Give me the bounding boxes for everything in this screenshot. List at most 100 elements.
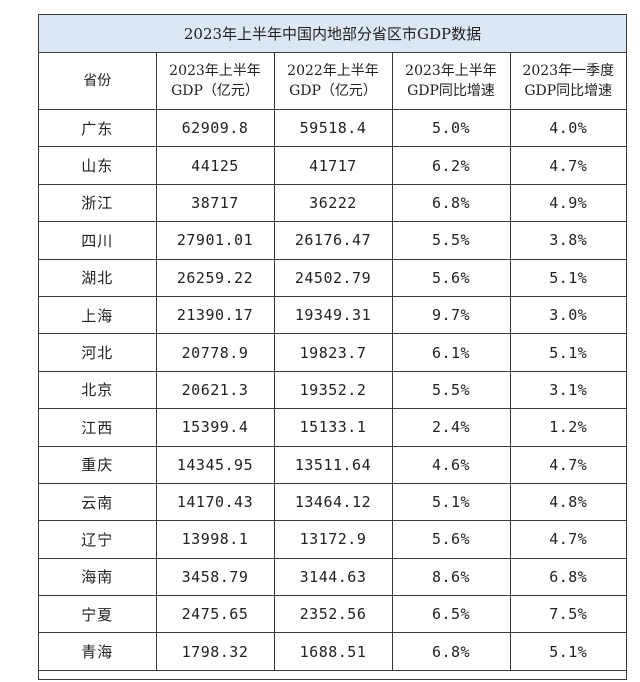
gdp-2022h1-cell: 13172.9 xyxy=(273,520,393,559)
growth-2023h1-cell: 5.0% xyxy=(391,108,511,148)
gdp-2022h1-cell: 3144.63 xyxy=(273,557,393,597)
province-cell: 宁夏 xyxy=(39,595,157,634)
growth-2023h1-cell: 5.6% xyxy=(391,520,511,559)
header-line: GDP（亿元） xyxy=(171,83,259,99)
header-gdp-2022h1: 2022年上半年 GDP（亿元） xyxy=(273,52,393,110)
header-growth-2023q1: 2023年一季度 GDP同比增速 xyxy=(509,52,626,110)
growth-2023h1-cell: 6.8% xyxy=(391,183,511,223)
header-province: 省份 xyxy=(39,52,157,110)
gdp-2022h1-cell: 1688.51 xyxy=(273,632,393,671)
gdp-2022h1-cell: 13464.12 xyxy=(273,482,393,522)
table-row: 云南 14170.43 13464.12 5.1% 4.8% xyxy=(39,482,626,522)
gdp-2023h1-cell: 44125 xyxy=(155,146,275,185)
growth-2023q1-cell: 4.8% xyxy=(509,482,626,522)
growth-2023q1-cell: 3.8% xyxy=(509,221,626,260)
header-line: GDP同比增速 xyxy=(524,83,613,99)
province-cell: 青海 xyxy=(39,632,157,671)
growth-2023q1-cell: 4.7% xyxy=(509,520,626,559)
table-row: 山东 44125 41717 6.2% 4.7% xyxy=(39,146,626,185)
growth-2023h1-cell: 5.5% xyxy=(391,221,511,260)
gdp-2022h1-cell: 15133.1 xyxy=(273,408,393,447)
gdp-2023h1-cell: 38717 xyxy=(155,183,275,223)
gdp-2022h1-cell: 36222 xyxy=(273,183,393,223)
province-cell: 山东 xyxy=(39,146,157,185)
growth-2023q1-cell: 4.7% xyxy=(509,146,626,185)
gdp-2023h1-cell: 3458.79 xyxy=(155,557,275,597)
growth-2023h1-cell: 8.6% xyxy=(391,557,511,597)
header-gdp-2023h1: 2023年上半年 GDP（亿元） xyxy=(155,52,275,110)
growth-2023h1-cell: 6.5% xyxy=(391,595,511,634)
growth-2023h1-cell: 6.2% xyxy=(391,146,511,185)
growth-2023q1-cell: 3.0% xyxy=(509,295,626,335)
growth-2023h1-cell: 4.6% xyxy=(391,445,511,484)
table-header-row: 省份 2023年上半年 GDP（亿元） 2022年上半年 GDP（亿元） 2023年上半年… xyxy=(39,52,626,110)
header-line: 2023年一季度 xyxy=(522,63,615,79)
table-row: 湖北 26259.22 24502.79 5.6% 5.1% xyxy=(39,258,626,297)
gdp-2023h1-cell: 14170.43 xyxy=(155,482,275,522)
table-row: 河北 20778.9 19823.7 6.1% 5.1% xyxy=(39,333,626,372)
header-line: 2023年上半年 xyxy=(169,63,261,79)
table-row: 北京 20621.3 19352.2 5.5% 3.1% xyxy=(39,370,626,410)
header-line: GDP同比增速 xyxy=(407,83,495,99)
growth-2023h1-cell: 6.8% xyxy=(391,632,511,671)
gdp-2023h1-cell: 20778.9 xyxy=(155,333,275,372)
growth-2023h1-cell: 5.6% xyxy=(391,258,511,297)
gdp-2022h1-cell: 24502.79 xyxy=(273,258,393,297)
table-title-row: 2023年上半年中国内地部分省区市GDP数据 xyxy=(39,15,626,53)
province-cell: 海南 xyxy=(39,557,157,597)
gdp-2023h1-cell: 14345.95 xyxy=(155,445,275,484)
growth-2023q1-cell: 7.5% xyxy=(509,595,626,634)
gdp-2022h1-cell: 19352.2 xyxy=(273,370,393,410)
growth-2023h1-cell: 6.1% xyxy=(391,333,511,372)
gdp-2022h1-cell: 59518.4 xyxy=(273,108,393,148)
header-growth-2023h1: 2023年上半年 GDP同比增速 xyxy=(391,52,511,110)
table-row: 重庆 14345.95 13511.64 4.6% 4.7% xyxy=(39,445,626,484)
growth-2023q1-cell: 5.1% xyxy=(509,258,626,297)
growth-2023h1-cell: 5.5% xyxy=(391,370,511,410)
table-row: 广东 62909.8 59518.4 5.0% 4.0% xyxy=(39,108,626,148)
table-row: 宁夏 2475.65 2352.56 6.5% 7.5% xyxy=(39,595,626,634)
table-row: 辽宁 13998.1 13172.9 5.6% 4.7% xyxy=(39,520,626,559)
growth-2023q1-cell: 3.1% xyxy=(509,370,626,410)
gdp-2022h1-cell: 41717 xyxy=(273,146,393,185)
growth-2023q1-cell: 5.1% xyxy=(509,333,626,372)
gdp-2023h1-cell: 21390.17 xyxy=(155,295,275,335)
header-line: 省份 xyxy=(83,73,112,89)
growth-2023h1-cell: 5.1% xyxy=(391,482,511,522)
gdp-table: 2023年上半年中国内地部分省区市GDP数据 省份 2023年上半年 GDP（亿元）… xyxy=(39,15,626,671)
growth-2023q1-cell: 1.2% xyxy=(509,408,626,447)
gdp-2022h1-cell: 13511.64 xyxy=(273,445,393,484)
province-cell: 河北 xyxy=(39,333,157,372)
growth-2023h1-cell: 2.4% xyxy=(391,408,511,447)
gdp-2023h1-cell: 20621.3 xyxy=(155,370,275,410)
growth-2023h1-cell: 9.7% xyxy=(391,295,511,335)
table-row: 青海 1798.32 1688.51 6.8% 5.1% xyxy=(39,632,626,671)
growth-2023q1-cell: 5.1% xyxy=(509,632,626,671)
header-line: GDP（亿元） xyxy=(289,83,377,99)
header-line: 2022年上半年 xyxy=(287,63,379,79)
province-cell: 上海 xyxy=(39,295,157,335)
province-cell: 湖北 xyxy=(39,258,157,297)
table-row: 四川 27901.01 26176.47 5.5% 3.8% xyxy=(39,221,626,260)
table-title: 2023年上半年中国内地部分省区市GDP数据 xyxy=(39,15,626,53)
province-cell: 四川 xyxy=(39,221,157,260)
gdp-2022h1-cell: 19349.31 xyxy=(273,295,393,335)
gdp-2023h1-cell: 27901.01 xyxy=(155,221,275,260)
province-cell: 浙江 xyxy=(39,183,157,223)
table-row: 上海 21390.17 19349.31 9.7% 3.0% xyxy=(39,295,626,335)
province-cell: 辽宁 xyxy=(39,520,157,559)
gdp-2023h1-cell: 62909.8 xyxy=(155,108,275,148)
gdp-2022h1-cell: 2352.56 xyxy=(273,595,393,634)
gdp-2023h1-cell: 1798.32 xyxy=(155,632,275,671)
province-cell: 北京 xyxy=(39,370,157,410)
gdp-2023h1-cell: 13998.1 xyxy=(155,520,275,559)
growth-2023q1-cell: 6.8% xyxy=(509,557,626,597)
gdp-2023h1-cell: 15399.4 xyxy=(155,408,275,447)
province-cell: 广东 xyxy=(39,108,157,148)
table-row: 海南 3458.79 3144.63 8.6% 6.8% xyxy=(39,557,626,597)
province-cell: 江西 xyxy=(39,408,157,447)
table-row: 江西 15399.4 15133.1 2.4% 1.2% xyxy=(39,408,626,447)
gdp-2023h1-cell: 2475.65 xyxy=(155,595,275,634)
gdp-2022h1-cell: 26176.47 xyxy=(273,221,393,260)
province-cell: 云南 xyxy=(39,482,157,522)
